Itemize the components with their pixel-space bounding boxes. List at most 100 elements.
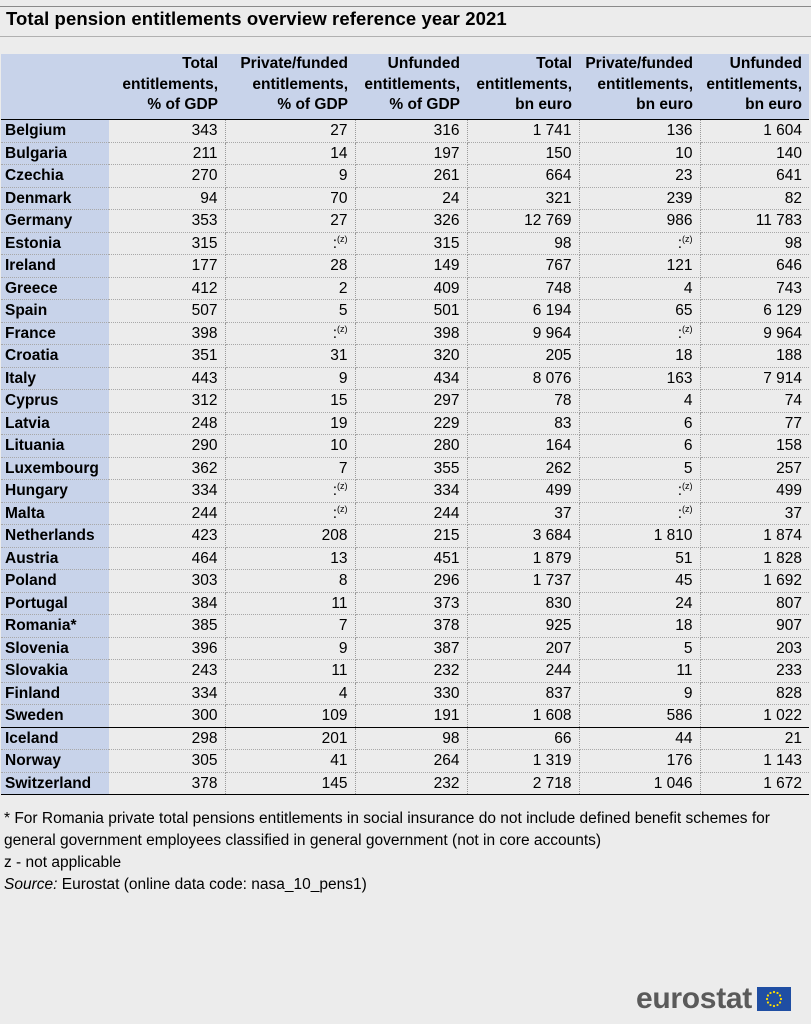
table-cell: 77 xyxy=(700,412,809,435)
table-cell: 243 xyxy=(109,659,226,683)
table-cell: 248 xyxy=(109,412,226,435)
table-cell: 11 783 xyxy=(700,209,809,233)
country-label: Iceland xyxy=(1,726,109,750)
table-cell: 296 xyxy=(355,569,468,593)
table-cell: 334 xyxy=(355,479,468,503)
table-cell: 211 xyxy=(109,142,226,165)
table-row: Slovenia 396 9 387 207 5 203 xyxy=(1,637,809,660)
country-label: Croatia xyxy=(1,344,109,368)
table-cell: 664 xyxy=(467,164,580,188)
column-header-line: entitlements, xyxy=(122,75,218,93)
table-cell: 208 xyxy=(225,524,356,548)
table-cell: 12 769 xyxy=(467,209,580,233)
table-cell: 37 xyxy=(467,502,580,525)
table-row: Bulgaria 211 14 197 150 10 140 xyxy=(1,142,809,165)
country-label: Hungary xyxy=(1,479,109,503)
table-cell: 830 xyxy=(467,592,580,615)
table-cell: 109 xyxy=(225,704,356,728)
table-cell: 1 046 xyxy=(579,772,701,795)
table-cell: 239 xyxy=(579,187,701,210)
table-cell: 305 xyxy=(109,749,226,773)
table-cell: 6 xyxy=(579,434,701,458)
flag-star xyxy=(766,1001,770,1004)
country-label: Cyprus xyxy=(1,389,109,413)
table-cell: 18 xyxy=(579,614,701,638)
country-label: Spain xyxy=(1,299,109,323)
table-cell: 396 xyxy=(109,637,226,660)
table-cell: 353 xyxy=(109,209,226,233)
flag-star xyxy=(776,1003,779,1007)
table-cell: 74 xyxy=(700,389,809,413)
country-label: Bulgaria xyxy=(1,142,109,165)
table-row: Luxembourg 362 7 355 262 5 257 xyxy=(1,457,809,480)
table-cell: 434 xyxy=(355,367,468,390)
table-cell: 261 xyxy=(355,164,468,188)
column-header-line: % of GDP xyxy=(147,96,218,113)
column-header-line: Private/funded xyxy=(240,55,348,72)
table-cell: 121 xyxy=(579,254,701,278)
eurostat-logo: eurostat xyxy=(636,982,791,1016)
country-label: Lituania xyxy=(1,434,109,458)
country-label: Ireland xyxy=(1,254,109,278)
table-cell: :(z) xyxy=(579,232,701,255)
table-cell: 303 xyxy=(109,569,226,593)
table-cell: 201 xyxy=(225,726,356,750)
table-cell: 232 xyxy=(355,772,468,795)
table-cell: 31 xyxy=(225,344,356,368)
country-label: Czechia xyxy=(1,164,109,188)
table-cell: 24 xyxy=(579,592,701,615)
flag-star xyxy=(772,990,776,994)
table-cell: 378 xyxy=(109,772,226,795)
table-cell: 8 076 xyxy=(467,367,580,390)
table-cell: 355 xyxy=(355,457,468,480)
column-header-line: Total xyxy=(536,55,572,72)
country-label: Germany xyxy=(1,209,109,233)
table-cell: 83 xyxy=(467,412,580,435)
table-cell: 5 xyxy=(579,457,701,480)
flag-star xyxy=(769,991,772,995)
table-cell: 1 143 xyxy=(700,749,809,773)
table-cell: 1 608 xyxy=(467,704,580,728)
flag-star xyxy=(772,1004,776,1008)
country-label: Slovenia xyxy=(1,637,109,660)
column-header-line: Private/funded xyxy=(585,55,693,72)
column-header-line: bn euro xyxy=(745,96,802,113)
table-cell: 343 xyxy=(109,119,226,143)
table-cell: 203 xyxy=(700,637,809,660)
title-rule-top xyxy=(0,6,811,7)
table-cell: 986 xyxy=(579,209,701,233)
table-cell: 586 xyxy=(579,704,701,728)
table-cell: 743 xyxy=(700,277,809,300)
romania-footnote: * For Romania private total pensions ent… xyxy=(4,810,770,849)
table-row: Italy 443 9 434 8 076 163 7 914 xyxy=(1,367,809,390)
eu-flag-icon xyxy=(756,987,791,1011)
column-header-line: bn euro xyxy=(515,96,572,113)
table-row: Malta 244:(z) 244 37:(z) 37 xyxy=(1,502,809,525)
table-cell: 27 xyxy=(225,209,356,233)
table-cell: 51 xyxy=(579,547,701,570)
table-row: Slovakia 243 11 232 244 11 233 xyxy=(1,659,809,683)
table-cell: 384 xyxy=(109,592,226,615)
table-cell: 807 xyxy=(700,592,809,615)
table-row: Iceland 298 201 98 66 44 21 xyxy=(1,726,809,750)
source-line: Source: Eurostat (online data code: nasa… xyxy=(4,874,804,896)
table-cell: 398 xyxy=(355,322,468,345)
table-cell: 11 xyxy=(225,659,356,683)
table-cell: 176 xyxy=(579,749,701,773)
table-cell: 1 874 xyxy=(700,524,809,548)
country-label: Italy xyxy=(1,367,109,390)
table-cell: 464 xyxy=(109,547,226,570)
table-cell: 244 xyxy=(467,659,580,683)
column-header: Total entitlements, bn euro xyxy=(467,54,579,120)
table-cell: 98 xyxy=(700,232,809,255)
column-header-line: Unfunded xyxy=(729,55,802,72)
country-label: Norway xyxy=(1,749,109,773)
table-header: Total entitlements, % of GDP Private/funded… xyxy=(1,54,809,120)
table-cell: 373 xyxy=(355,592,468,615)
table-cell: 1 879 xyxy=(467,547,580,570)
table-cell: 316 xyxy=(355,119,468,143)
table-cell: 443 xyxy=(109,367,226,390)
table-cell: 315 xyxy=(355,232,468,255)
table-cell: 1 604 xyxy=(700,119,809,143)
